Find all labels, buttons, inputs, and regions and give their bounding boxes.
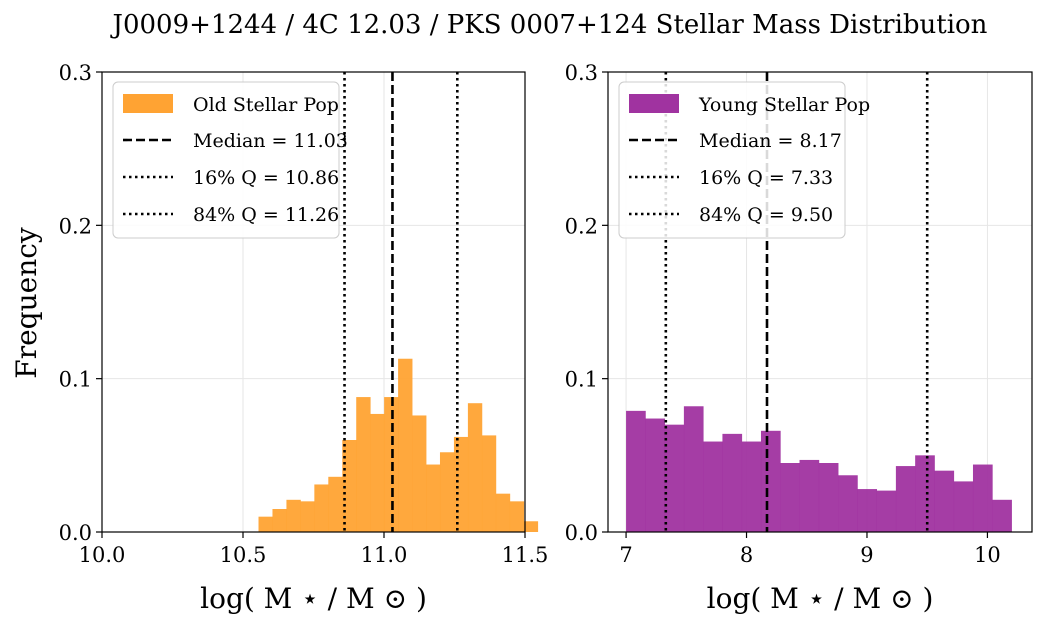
x-tick-label: 10 [974,543,1001,567]
histogram-bar [953,481,974,532]
legend-box [112,81,340,239]
legend-label: 16% Q = 10.86 [193,167,339,189]
histogram-bar [272,509,287,532]
x-tick-label: 11.0 [361,543,408,567]
x-tick-label: 7 [619,543,632,567]
x-tick-label: 11.5 [502,543,549,567]
x-tick-label: 10.0 [79,543,126,567]
histogram-bar [509,501,525,532]
histogram-bar [799,459,820,532]
histogram-bar [683,406,704,532]
histogram-bar [722,433,743,532]
histogram-bar [915,455,935,532]
histogram-bar [300,501,315,532]
x-tick-label: 10.5 [220,543,267,567]
histogram-bar [760,430,781,532]
figure-title: J0009+1244 / 4C 12.03 / PKS 0007+124 Ste… [110,10,988,40]
legend-label: 16% Q = 7.33 [699,167,833,189]
legend-swatch [629,94,679,113]
histogram-bar [314,484,329,532]
axes-frame [101,71,526,533]
y-tick-label: 0.1 [59,368,92,392]
legend-box [618,81,846,239]
histogram-bar [481,435,497,532]
legend-label: Young Stellar Pop [698,94,870,116]
legend-label: Median = 8.17 [699,130,842,152]
x-axis-label: log( M ⋆ / M ⊙ ) [200,582,427,615]
x-tick-label: 9 [860,543,873,567]
histogram-bar [439,452,455,532]
histogram-bar [626,410,646,532]
histogram-bar [523,521,539,532]
histogram-bar [934,470,955,532]
left-histogram-panel: 10.0 10.5 11.0 11.5 0.0 0.1 0.2 0.3 log( M ⋆ / M… [59,61,549,615]
legend-label: Median = 11.03 [193,130,348,152]
histogram-bar [328,476,343,532]
histogram-bar [857,489,878,532]
histogram-bar [426,464,441,532]
axes-frame [607,71,1033,533]
histogram-bar [258,516,273,532]
histogram-bar [780,463,800,532]
y-tick-label: 0.0 [59,521,92,545]
histogram-bar [467,403,483,532]
histogram-bar [342,440,357,532]
legend-label: 84% Q = 9.50 [699,204,833,226]
histogram-bar [972,464,993,532]
histogram-bar [741,441,762,532]
y-tick-label: 0.2 [565,214,598,238]
y-tick-label: 0.0 [565,521,598,545]
histogram-bar [645,418,666,532]
legend-label: Old Stellar Pop [193,94,339,116]
histogram-bar [703,441,723,532]
legend-label: 84% Q = 11.26 [193,204,339,226]
histogram-bar [876,490,897,532]
histogram-bar [356,397,371,532]
x-axis-label: log( M ⋆ / M ⊙ ) [707,582,934,615]
histogram-bar [664,424,685,532]
histogram-bar [992,499,1012,532]
histogram-bar [370,413,385,532]
y-tick-label: 0.2 [59,214,92,238]
x-tick-label: 8 [740,543,753,567]
histogram-bar [412,415,427,532]
right-histogram-panel: 7 8 9 10 0.0 0.1 0.2 0.3 log( M ⋆ / M ⊙ ) Young S… [565,61,1033,615]
y-tick-label: 0.1 [565,368,598,392]
y-tick-label: 0.3 [565,61,598,85]
histogram-bar [286,499,301,532]
y-axis-label: Frequency [10,227,43,379]
histogram-bar [453,436,469,532]
histogram-bar [895,466,916,532]
histogram-bar [398,358,413,532]
histogram-bar [818,463,839,532]
histogram-bar [495,493,511,532]
histogram-bar [838,475,858,532]
y-tick-label: 0.3 [59,61,92,85]
legend-swatch [123,94,173,113]
